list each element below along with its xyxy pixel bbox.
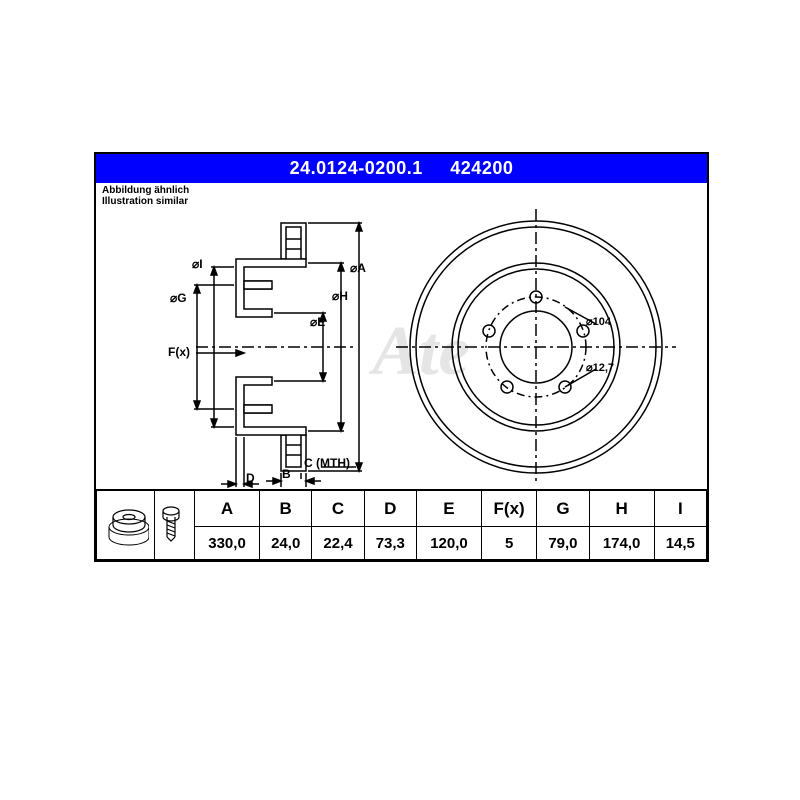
- icon-bolt: [155, 490, 195, 560]
- val-b: 24,0: [260, 527, 312, 560]
- icon-disc: [97, 490, 155, 560]
- face-view-group: [396, 209, 676, 485]
- table-header-row: A B C D E F(x) G H I: [97, 490, 707, 527]
- val-h: 174,0: [589, 527, 654, 560]
- col-h: H: [589, 490, 654, 527]
- val-e: 120,0: [416, 527, 481, 560]
- label-d: D: [246, 471, 255, 485]
- val-c: 22,4: [312, 527, 364, 560]
- label-b: B: [282, 467, 291, 481]
- header-bar: 24.0124-0200.1 424200: [96, 154, 707, 183]
- val-d: 73,3: [364, 527, 416, 560]
- technical-diagram: Ate: [96, 209, 707, 489]
- col-f: F(x): [481, 490, 536, 527]
- spec-table: A B C D E F(x) G H I 330,0 24,0 22,4 73,…: [96, 489, 707, 560]
- label-dia-g: ⌀G: [170, 291, 187, 305]
- col-b: B: [260, 490, 312, 527]
- col-g: G: [537, 490, 589, 527]
- label-c-mth: C (MTH): [304, 456, 350, 470]
- label-dia-a: ⌀A: [350, 261, 366, 275]
- col-i: I: [654, 490, 706, 527]
- subtitle-line1: Abbildung ähnlich: [102, 185, 701, 196]
- subtitle: Abbildung ähnlich Illustration similar: [96, 183, 707, 209]
- drawing-container: 24.0124-0200.1 424200 Abbildung ähnlich …: [94, 152, 709, 562]
- label-dia-i: ⌀I: [192, 257, 203, 271]
- val-f: 5: [481, 527, 536, 560]
- label-dia-h: ⌀H: [332, 289, 348, 303]
- col-e: E: [416, 490, 481, 527]
- subtitle-line2: Illustration similar: [102, 196, 701, 207]
- part-code: 424200: [450, 158, 513, 178]
- cross-section-group: [194, 223, 362, 487]
- val-i: 14,5: [654, 527, 706, 560]
- label-dia-e: ⌀E: [310, 315, 325, 329]
- val-a: 330,0: [195, 527, 260, 560]
- col-a: A: [195, 490, 260, 527]
- val-g: 79,0: [537, 527, 589, 560]
- label-dia-127: ⌀12,7: [586, 361, 614, 374]
- part-number: 24.0124-0200.1: [290, 158, 423, 178]
- label-fx: F(x): [168, 345, 190, 359]
- col-c: C: [312, 490, 364, 527]
- col-d: D: [364, 490, 416, 527]
- label-dia-104: ⌀104: [586, 315, 611, 328]
